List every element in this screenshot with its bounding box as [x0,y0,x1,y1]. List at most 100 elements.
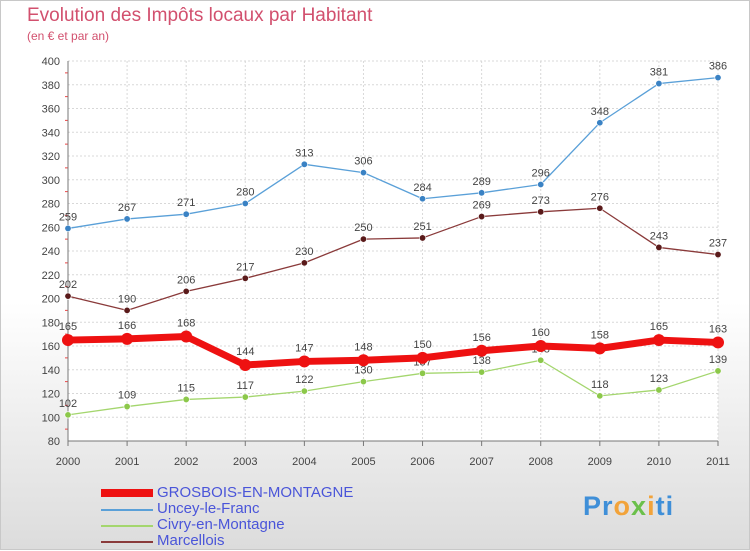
data-point-marcellois [478,213,486,221]
data-point-civry-en-montagne [596,392,604,400]
y-tick-label: 280 [42,199,60,211]
data-label-marcellois: 190 [118,293,136,305]
data-point-grosbois-en-montagne [121,332,134,345]
data-point-marcellois [596,204,604,212]
data-label-civry-en-montagne: 117 [236,380,254,392]
legend-label-uncey: Uncey-le-Franc [157,500,260,517]
x-tick-label: 2010 [647,456,671,468]
data-point-uncey-le-franc [300,160,308,168]
data-label-grosbois-en-montagne: 168 [177,318,195,330]
data-label-uncey-le-franc: 306 [354,156,372,168]
y-tick-label: 380 [42,80,60,92]
data-label-civry-en-montagne: 122 [295,374,313,386]
legend-label-civry: Civry-en-Montagne [157,516,285,533]
data-point-civry-en-montagne [123,403,131,411]
data-label-grosbois-en-montagne: 165 [650,321,668,333]
data-point-marcellois [419,234,427,242]
data-label-uncey-le-franc: 271 [177,197,195,209]
x-tick-label: 2000 [56,456,80,468]
y-tick-label: 260 [42,222,60,234]
data-point-civry-en-montagne [655,386,663,394]
data-point-civry-en-montagne [478,368,486,376]
x-tick-label: 2011 [706,456,730,468]
data-label-uncey-le-franc: 259 [59,211,77,223]
data-point-marcellois [714,251,722,259]
chart-title: Evolution des Impôts locaux par Habitant [27,5,373,26]
data-point-uncey-le-franc [359,169,367,177]
x-tick-label: 2007 [469,456,493,468]
data-point-marcellois [537,208,545,216]
data-point-grosbois-en-montagne [652,334,665,347]
y-tick-label: 120 [42,389,60,401]
data-point-uncey-le-franc [714,74,722,82]
data-point-civry-en-montagne [359,378,367,386]
y-tick-label: 400 [42,56,60,68]
legend-label-grosbois: GROSBOIS-EN-MONTAGNE [157,484,354,501]
data-point-uncey-le-franc [182,210,190,218]
y-tick-label: 340 [42,127,60,139]
series-line-civry-en-montagne [67,359,719,416]
data-point-civry-en-montagne [537,356,545,364]
y-tick-label: 240 [42,246,60,258]
data-label-civry-en-montagne: 102 [59,398,77,410]
data-label-marcellois: 251 [413,221,431,233]
series-line-marcellois [67,207,719,312]
x-tick-label: 2005 [351,456,375,468]
data-label-grosbois-en-montagne: 158 [591,329,609,341]
data-label-grosbois-en-montagne: 166 [118,320,136,332]
data-label-uncey-le-franc: 313 [295,147,313,159]
data-point-marcellois [300,259,308,267]
data-point-uncey-le-franc [241,200,249,208]
x-tick-label: 2003 [233,456,257,468]
legend-label-marcellois: Marcellois [157,532,225,549]
y-tick-label: 160 [42,341,60,353]
data-label-uncey-le-franc: 296 [532,168,550,180]
data-label-civry-en-montagne: 138 [472,355,490,367]
data-point-uncey-le-franc [64,224,72,232]
data-label-uncey-le-franc: 381 [650,67,668,79]
y-tick-label: 140 [42,365,60,377]
legend-swatch-civry [101,525,153,527]
data-label-grosbois-en-montagne: 144 [236,346,254,358]
chart-subtitle: (en € et par an) [27,29,110,43]
data-label-grosbois-en-montagne: 163 [709,323,727,335]
data-label-civry-en-montagne: 118 [591,379,609,391]
data-point-marcellois [182,287,190,295]
data-label-marcellois: 230 [295,246,313,258]
data-point-civry-en-montagne [419,369,427,377]
legend-swatch-uncey [101,509,153,511]
y-tick-label: 300 [42,175,60,187]
data-label-uncey-le-franc: 348 [591,106,609,118]
data-label-uncey-le-franc: 267 [118,202,136,214]
legend-swatch-marcellois [101,541,153,543]
data-label-marcellois: 202 [59,279,77,291]
data-point-civry-en-montagne [300,387,308,395]
x-tick-label: 2002 [174,456,198,468]
data-label-grosbois-en-montagne: 160 [532,327,550,339]
data-point-marcellois [123,306,131,314]
data-point-uncey-le-franc [537,181,545,189]
data-point-uncey-le-franc [478,189,486,197]
data-point-marcellois [359,235,367,243]
data-point-grosbois-en-montagne [180,330,193,343]
data-label-marcellois: 269 [472,200,490,212]
data-label-marcellois: 206 [177,274,195,286]
data-point-grosbois-en-montagne [712,336,724,349]
x-tick-label: 2009 [588,456,612,468]
series-line-grosbois-en-montagne [67,333,719,369]
x-tick-label: 2004 [292,456,316,468]
data-label-civry-en-montagne: 123 [650,373,668,385]
data-point-grosbois-en-montagne [475,344,488,357]
proxiti-logo: Proxiti [583,491,675,521]
data-point-grosbois-en-montagne [593,342,606,355]
x-tick-label: 2001 [115,456,139,468]
data-label-civry-en-montagne: 115 [177,382,195,394]
series-line-uncey-le-franc [67,76,719,230]
data-point-marcellois [655,243,663,251]
data-point-marcellois [64,292,72,300]
data-point-marcellois [241,274,249,282]
data-label-marcellois: 217 [236,261,254,273]
data-point-uncey-le-franc [596,119,604,127]
